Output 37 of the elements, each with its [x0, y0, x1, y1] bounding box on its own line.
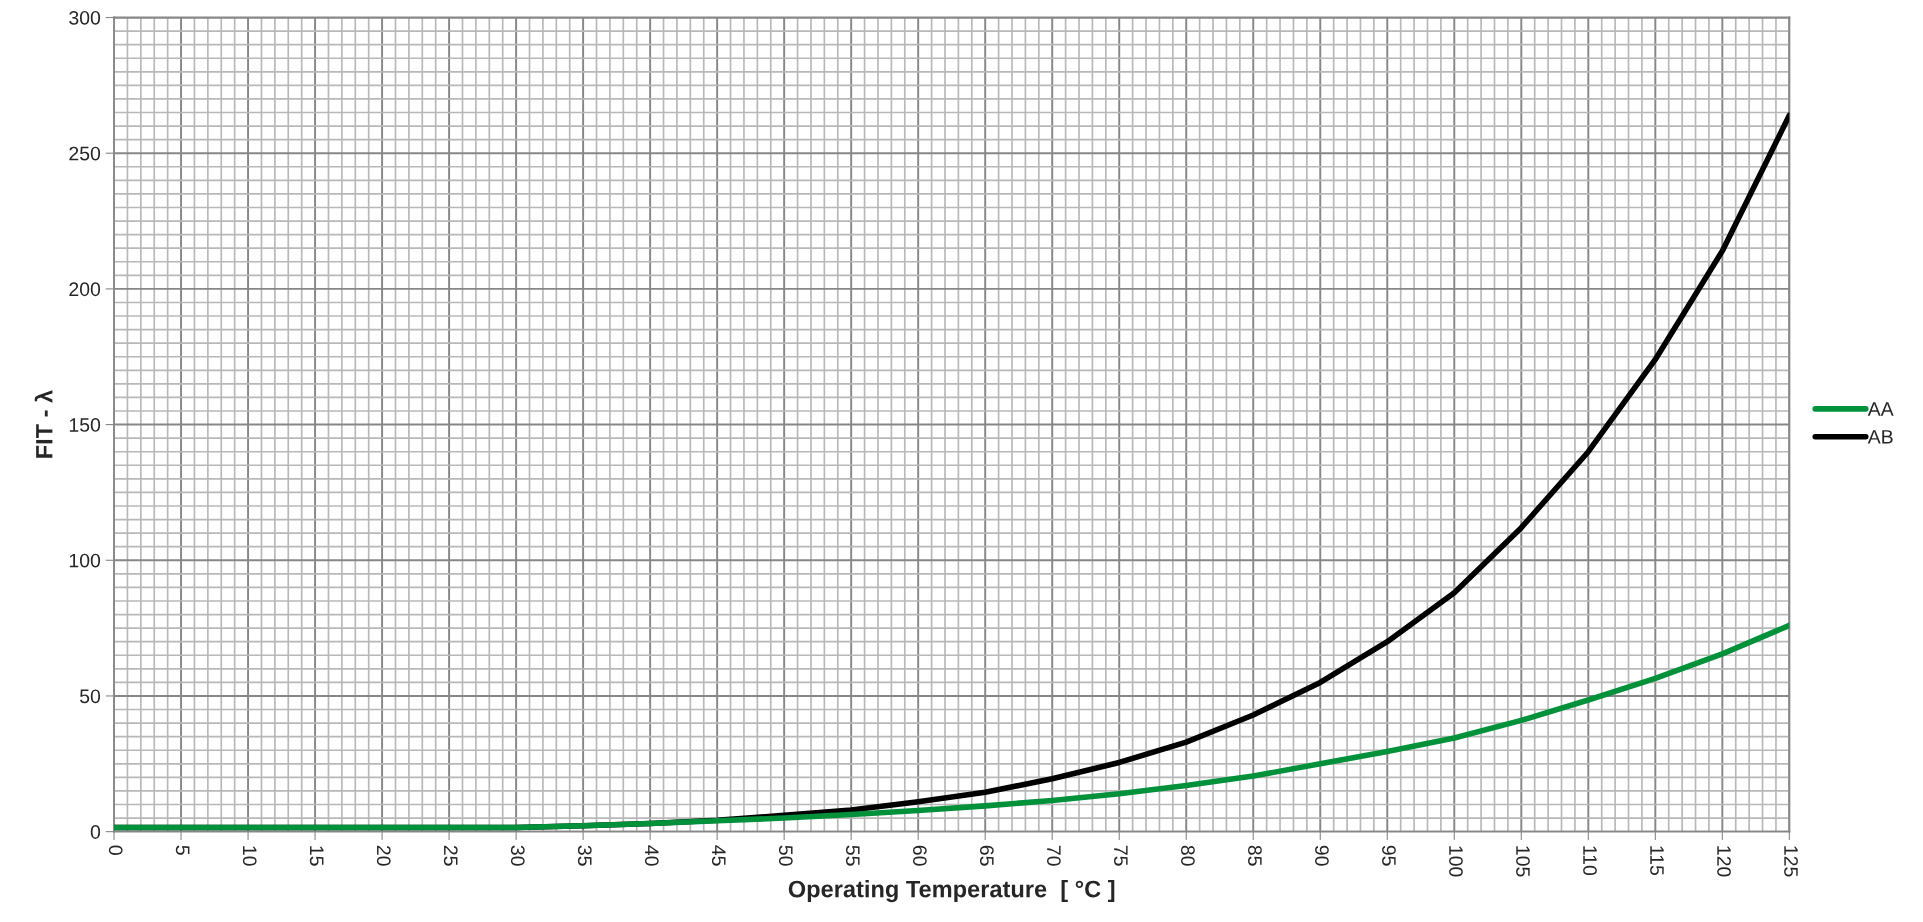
x-tick-label: 110 [1583, 846, 1597, 876]
x-axis-title: Operating Temperature [ °C ] [788, 880, 1115, 903]
x-tick-label: 25 [443, 845, 458, 866]
x-tick-label: 10 [242, 846, 257, 866]
x-tick-label: 20 [376, 845, 391, 866]
x-tick-label: 65 [979, 845, 994, 866]
x-tick-label: 50 [778, 845, 793, 866]
y-tick-label: 250 [69, 146, 101, 161]
y-tick-label: 100 [69, 553, 101, 568]
x-tick-label: 95 [1382, 845, 1396, 866]
y-tick-label: 150 [69, 418, 101, 432]
x-tick-label: 80 [1181, 845, 1195, 866]
x-tick-label: 125 [1784, 846, 1798, 877]
y-axis-title: FIT - λ [34, 390, 53, 458]
x-tick-label: 5 [175, 845, 190, 855]
x-tick-label: 120 [1717, 846, 1731, 877]
y-tick-label: 0 [90, 825, 101, 839]
y-tick-label: 50 [79, 689, 101, 704]
legend-label: AB [1867, 430, 1893, 444]
x-tick-label: 35 [577, 845, 592, 866]
y-tick-label: 300 [69, 10, 101, 25]
x-tick-label: 90 [1315, 845, 1329, 866]
x-tick-label: 15 [309, 846, 324, 866]
x-tick-label: 100 [1449, 846, 1463, 877]
x-tick-label: 115 [1650, 846, 1664, 876]
x-tick-label: 30 [510, 845, 525, 866]
legend-label: AA [1867, 402, 1894, 416]
x-tick-label: 85 [1248, 845, 1262, 866]
x-tick-label: 0 [108, 845, 123, 855]
x-tick-label: 45 [711, 845, 726, 866]
x-tick-label: 40 [644, 845, 659, 866]
y-tick-label: 200 [69, 282, 101, 297]
x-tick-label: 75 [1114, 845, 1128, 866]
x-tick-label: 55 [845, 845, 860, 866]
x-tick-label: 70 [1046, 845, 1061, 866]
x-tick-label: 105 [1516, 846, 1530, 877]
x-tick-label: 60 [912, 845, 927, 866]
